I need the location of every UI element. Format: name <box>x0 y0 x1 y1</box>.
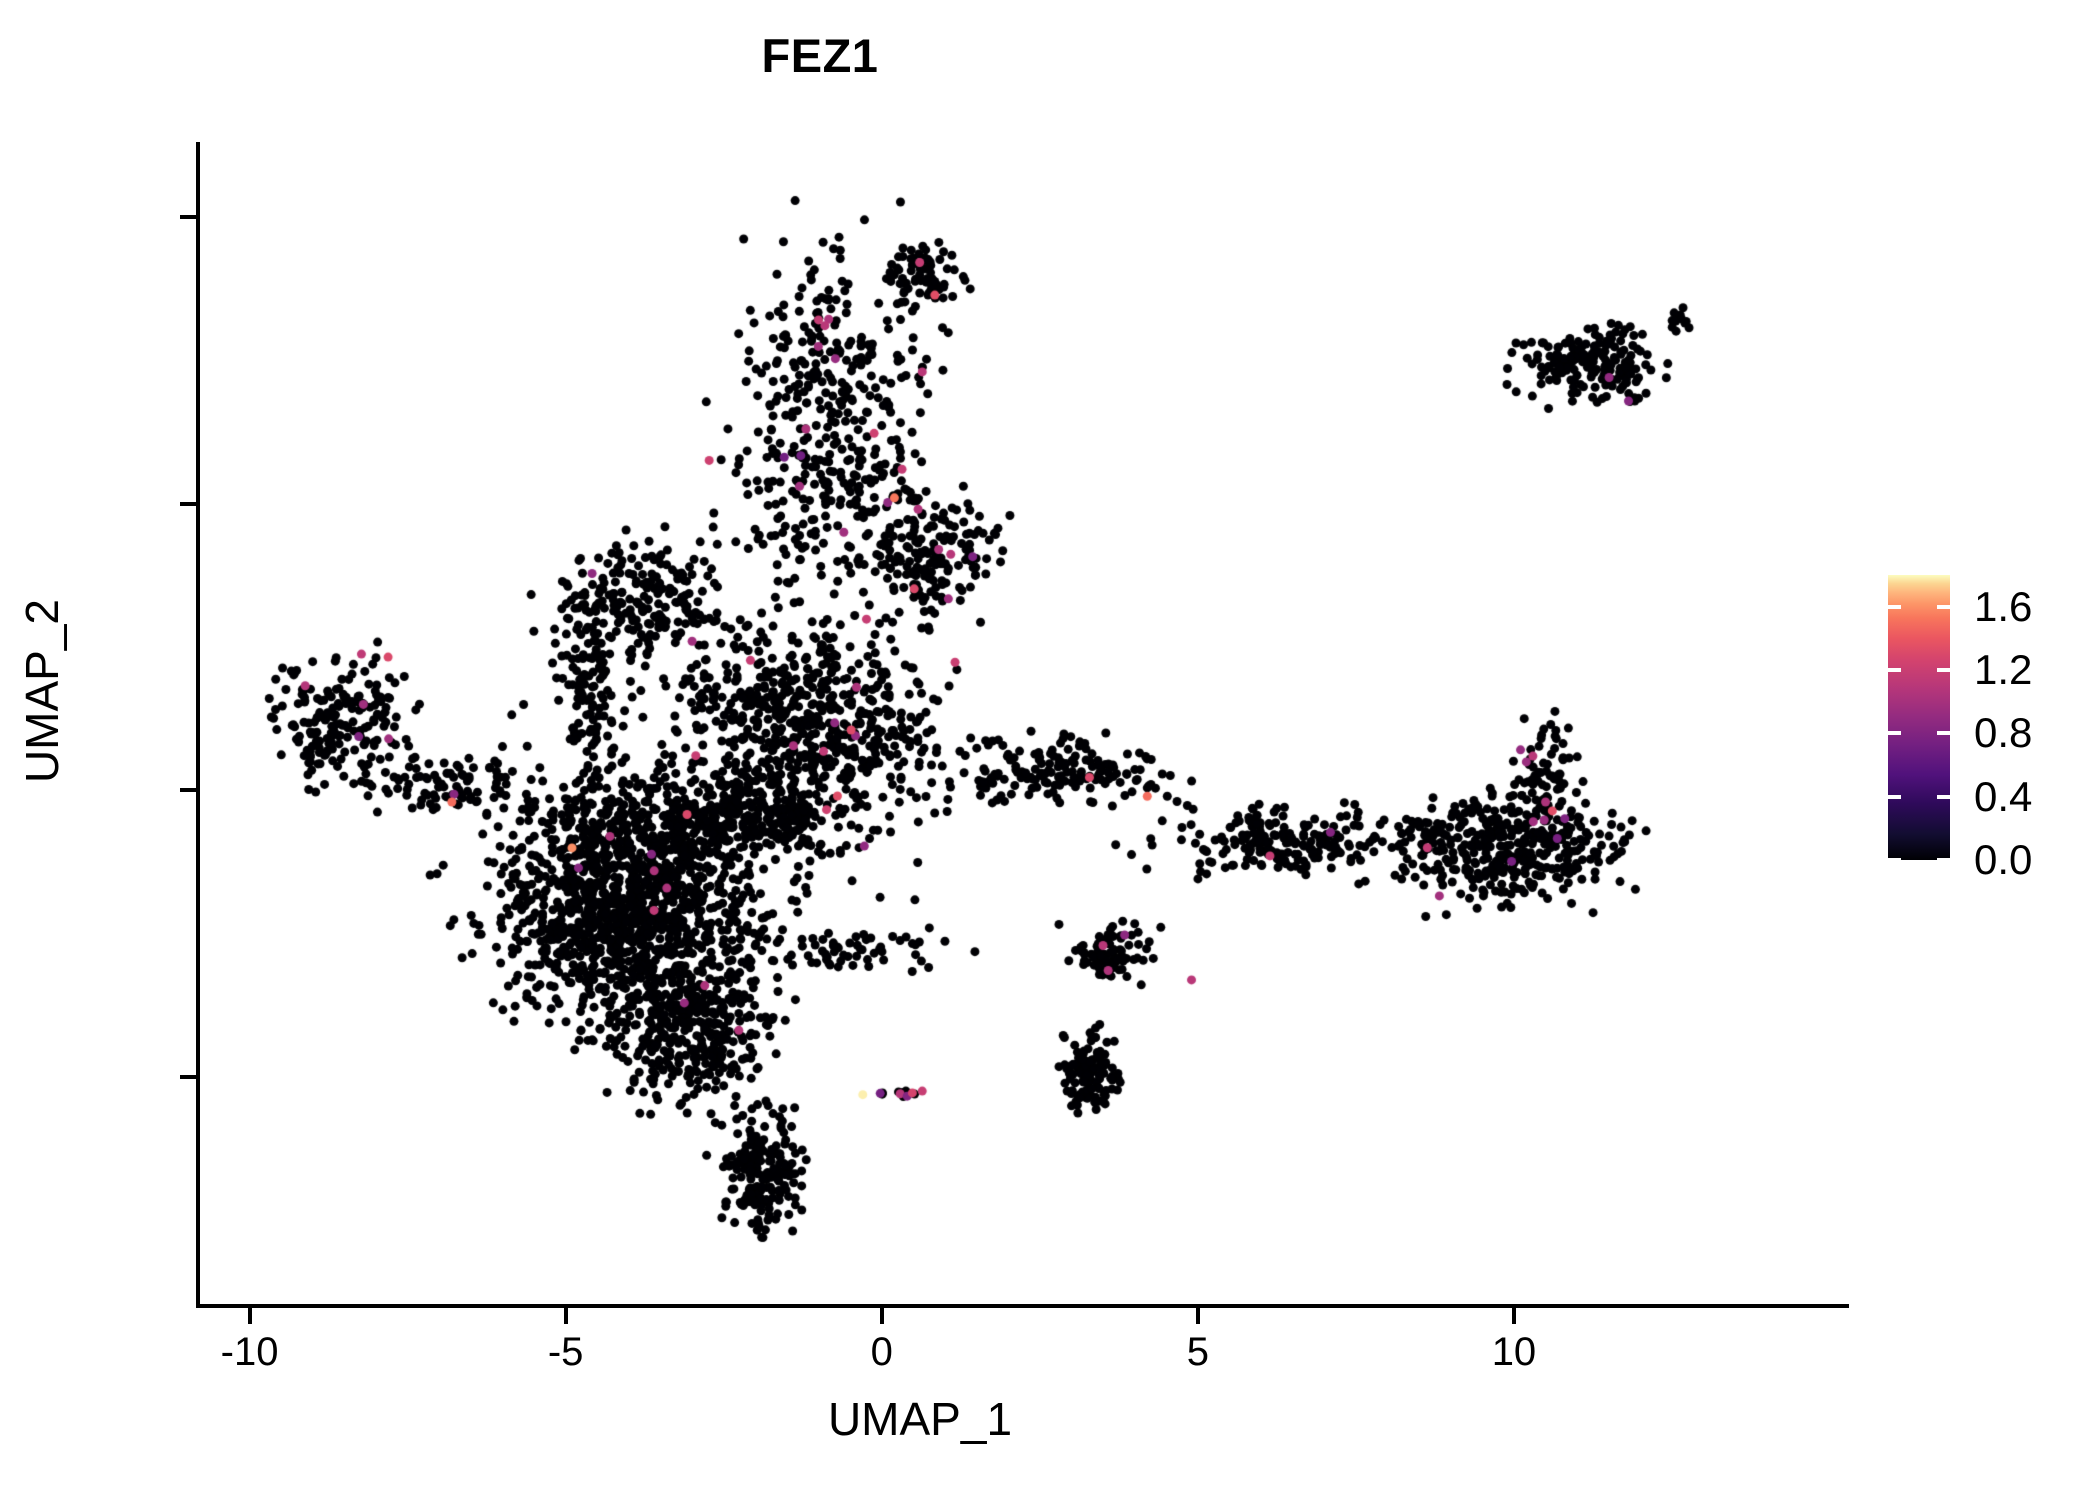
y-tick-mark <box>180 788 196 793</box>
colorbar-tick-mark <box>1937 858 1950 862</box>
x-tick-label: 0 <box>870 1330 893 1374</box>
x-tick-mark <box>1511 1308 1516 1324</box>
x-tick-mark <box>1195 1308 1200 1324</box>
colorbar-tick-label: 0.4 <box>1974 772 2033 820</box>
plot-title: FEZ1 <box>761 29 879 82</box>
y-tick-mark <box>180 1075 196 1080</box>
colorbar-legend: 0.0 0.4 0.8 1.2 1.6 <box>1888 575 2032 883</box>
colorbar-tick-label: 1.6 <box>1974 582 2033 630</box>
colorbar-tick-mark <box>1888 794 1901 799</box>
x-tick-mark <box>879 1308 884 1324</box>
y-tick-mark <box>180 214 196 219</box>
colorbar-tick-mark <box>1888 604 1901 609</box>
colorbar-tick-mark <box>1937 604 1950 609</box>
colorbar-tick-label: 0.0 <box>1974 836 2033 883</box>
x-axis-title: UMAP_1 <box>827 1393 1013 1445</box>
colorbar-tick-mark <box>1888 731 1901 736</box>
x-tick-mark <box>563 1308 568 1324</box>
colorbar-tick-mark <box>1937 794 1950 799</box>
colorbar-gradient <box>1888 575 1950 862</box>
scatter-points-canvas <box>199 142 1849 1307</box>
colorbar-tick-mark <box>1888 668 1901 672</box>
y-axis-title: UMAP_2 <box>16 598 68 784</box>
y-tick-mark <box>180 501 196 506</box>
colorbar-tick-label: 1.2 <box>1974 646 2033 693</box>
x-tick-mark <box>247 1308 252 1324</box>
x-tick-label: -10 <box>220 1330 279 1374</box>
colorbar-tick-mark <box>1888 858 1901 862</box>
x-tick-label: -5 <box>547 1330 584 1374</box>
colorbar-tick-label: 0.8 <box>1974 709 2033 757</box>
x-tick-label: 5 <box>1186 1330 1209 1374</box>
scatter-panel <box>199 142 1849 1307</box>
y-axis-line <box>196 142 200 1308</box>
x-axis-line <box>196 1304 1849 1308</box>
x-tick-label: 10 <box>1491 1330 1537 1374</box>
colorbar-tick-mark <box>1937 668 1950 672</box>
colorbar-tick-mark <box>1937 731 1950 736</box>
